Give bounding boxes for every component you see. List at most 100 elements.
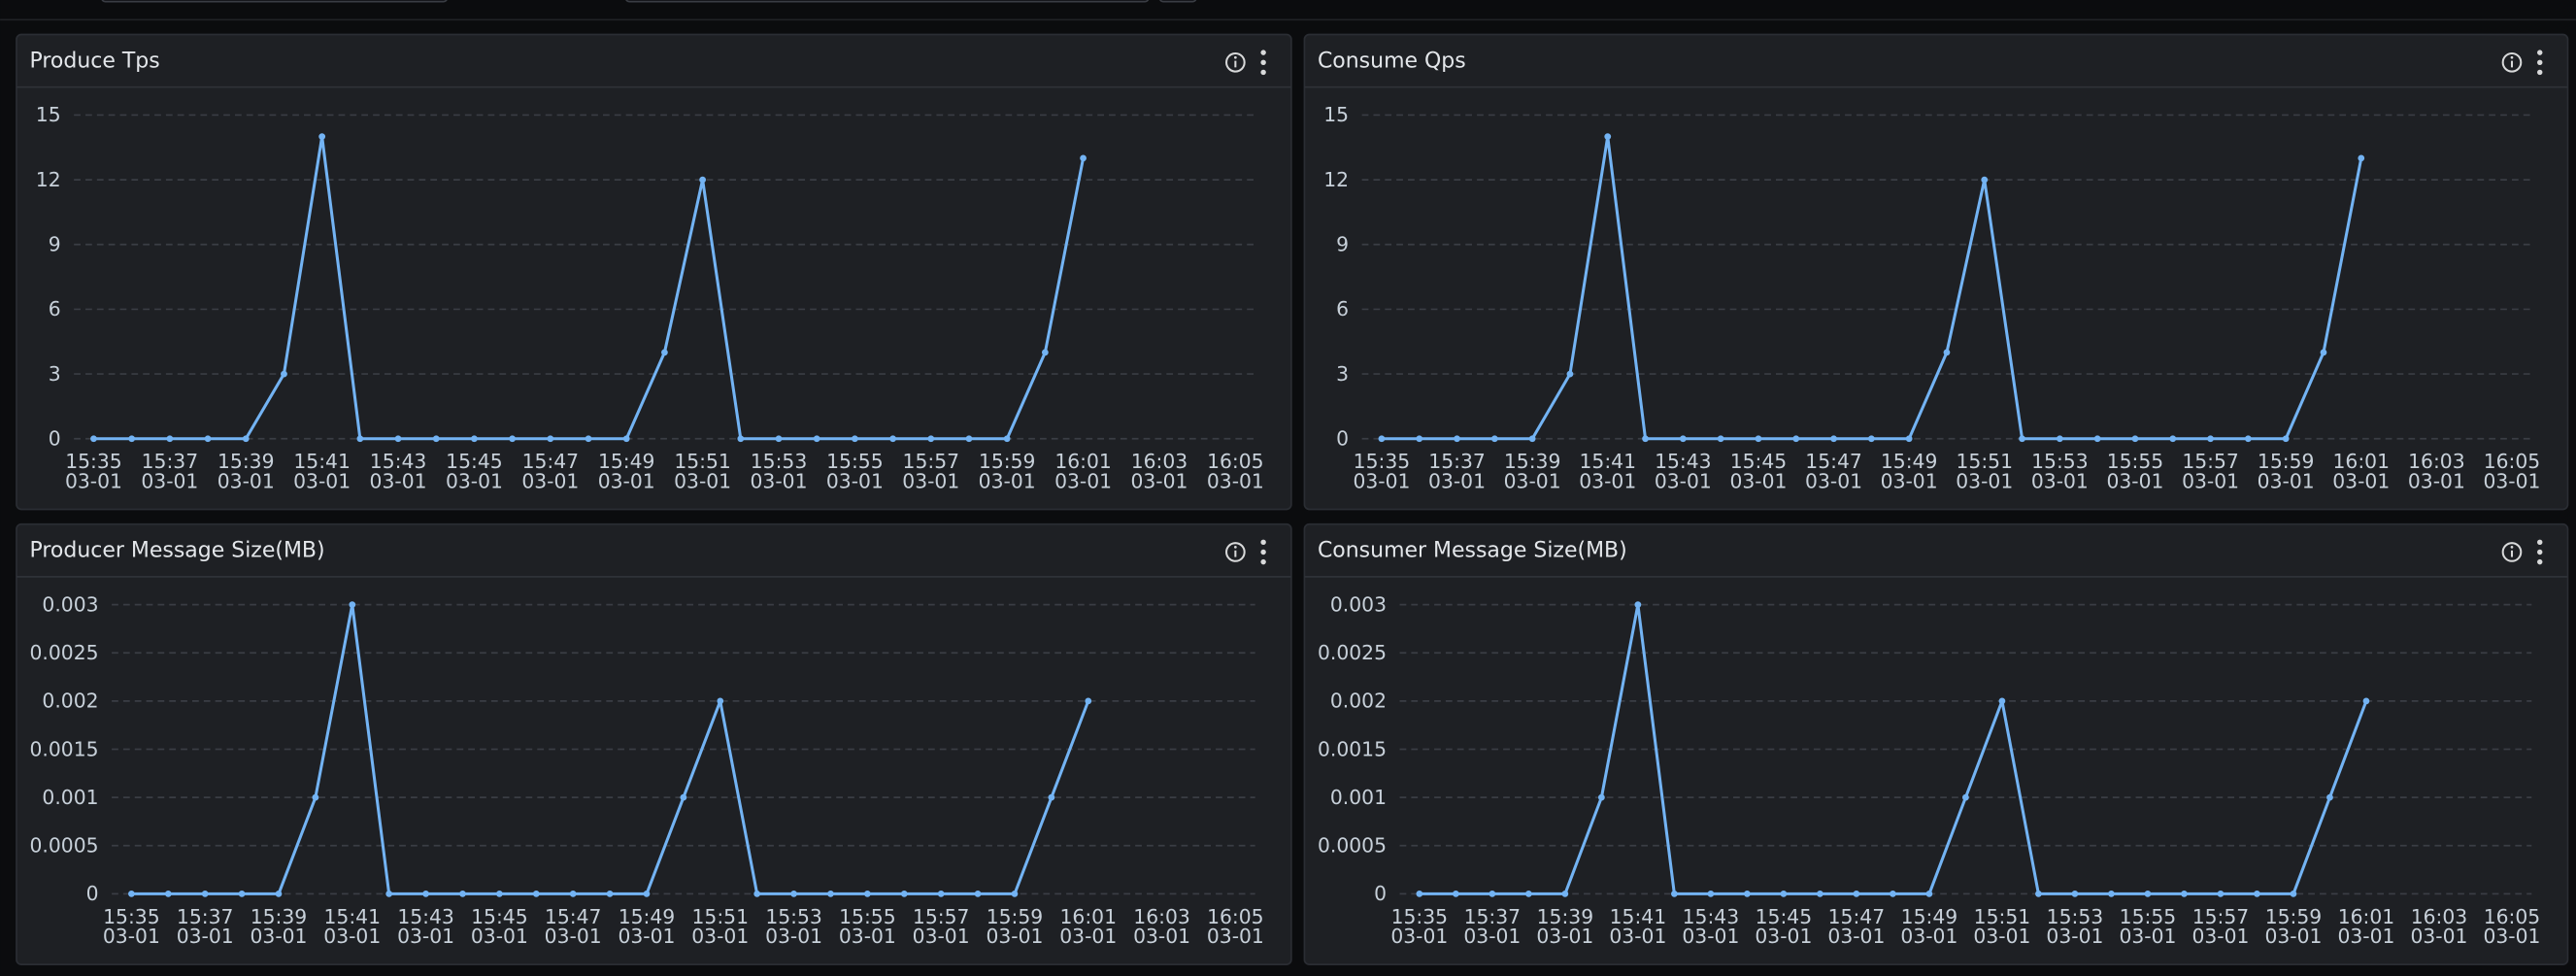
data-point bbox=[900, 891, 908, 897]
x-tick-label: 15:49 bbox=[598, 450, 654, 473]
filter-input[interactable] bbox=[625, 0, 1150, 3]
x-tick-label: 15:55 bbox=[826, 450, 884, 473]
x-tick-label: 15:39 bbox=[251, 905, 308, 928]
x-tick-label: 15:57 bbox=[903, 450, 959, 473]
menu-icon-dot[interactable] bbox=[1260, 558, 1266, 565]
y-tick-label: 3 bbox=[49, 362, 61, 386]
data-point bbox=[2056, 435, 2063, 443]
x-tick-label: 15:37 bbox=[1464, 905, 1522, 928]
data-point bbox=[2093, 435, 2101, 443]
menu-icon-dot[interactable] bbox=[2537, 539, 2543, 546]
x-tick-label: 15:59 bbox=[987, 905, 1043, 928]
panel-title: Consumer Message Size(MB) bbox=[1318, 539, 1627, 563]
menu-icon-dot[interactable] bbox=[1260, 50, 1266, 55]
menu-icon-dot[interactable] bbox=[1260, 539, 1266, 546]
x-tick-label: 15:59 bbox=[2265, 905, 2323, 928]
x-tick-date: 03-01 bbox=[913, 925, 970, 948]
data-point bbox=[164, 891, 172, 897]
x-tick-label: 15:57 bbox=[913, 905, 969, 928]
x-tick-label: 16:01 bbox=[2333, 450, 2391, 473]
info-icon[interactable] bbox=[2501, 51, 2523, 73]
info-icon-dot bbox=[1234, 55, 1237, 59]
data-point bbox=[356, 435, 364, 443]
x-tick-date: 03-01 bbox=[1755, 925, 1812, 948]
data-point bbox=[775, 435, 783, 443]
data-point bbox=[128, 435, 136, 443]
data-point bbox=[385, 891, 393, 897]
data-point bbox=[585, 435, 592, 443]
y-tick-label: 0.002 bbox=[1330, 690, 1387, 713]
x-tick-date: 03-01 bbox=[674, 470, 731, 493]
data-point bbox=[1452, 891, 1459, 897]
y-tick-label: 15 bbox=[36, 103, 61, 126]
x-tick-label: 15:51 bbox=[1974, 905, 2031, 928]
x-tick-label: 15:43 bbox=[1655, 450, 1712, 473]
x-tick-label: 15:41 bbox=[1610, 905, 1666, 928]
menu-icon-dot[interactable] bbox=[2537, 558, 2543, 565]
data-point bbox=[1998, 697, 2006, 705]
data-point bbox=[680, 793, 687, 801]
y-tick-label: 9 bbox=[1336, 233, 1349, 256]
info-icon-dot bbox=[2510, 546, 2514, 549]
x-tick-date: 03-01 bbox=[1054, 470, 1112, 493]
panel bbox=[16, 522, 1292, 966]
x-tick-date: 03-01 bbox=[1827, 925, 1885, 948]
data-point bbox=[1416, 891, 1423, 897]
y-tick-label: 0.0015 bbox=[1318, 737, 1387, 760]
menu-icon-dot[interactable] bbox=[2537, 59, 2543, 66]
x-tick-date: 03-01 bbox=[323, 925, 381, 948]
x-tick-date: 03-01 bbox=[1973, 925, 2030, 948]
menu-icon-dot[interactable] bbox=[1260, 549, 1266, 555]
data-point bbox=[2362, 697, 2370, 705]
x-tick-date: 03-01 bbox=[217, 470, 275, 493]
menu-icon-dot[interactable] bbox=[2537, 50, 2543, 55]
y-tick-label: 0.001 bbox=[1330, 786, 1387, 809]
x-tick-label: 16:05 bbox=[1207, 450, 1264, 473]
info-icon[interactable] bbox=[1225, 51, 1246, 73]
x-tick-label: 15:51 bbox=[674, 450, 730, 473]
x-tick-date: 03-01 bbox=[839, 925, 896, 948]
data-point bbox=[204, 435, 212, 443]
y-tick-label: 0 bbox=[86, 882, 99, 905]
x-tick-date: 03-01 bbox=[1682, 925, 1739, 948]
data-point bbox=[1717, 435, 1724, 443]
x-tick-label: 16:05 bbox=[2484, 905, 2541, 928]
menu-icon-dot[interactable] bbox=[1260, 59, 1266, 66]
x-tick-label: 15:45 bbox=[1756, 905, 1813, 928]
data-point bbox=[1003, 435, 1011, 443]
menu-icon-dot[interactable] bbox=[2537, 549, 2543, 555]
menu-icon-dot[interactable] bbox=[1260, 69, 1266, 76]
x-tick-date: 03-01 bbox=[446, 470, 503, 493]
info-icon-dot bbox=[2510, 55, 2514, 59]
y-tick-label: 0 bbox=[49, 427, 61, 451]
x-tick-date: 03-01 bbox=[986, 925, 1043, 948]
data-point bbox=[737, 435, 745, 443]
filter-button[interactable] bbox=[1159, 0, 1197, 3]
data-point bbox=[128, 891, 135, 897]
data-point bbox=[790, 891, 797, 897]
x-tick-label: 15:53 bbox=[751, 450, 807, 473]
data-point bbox=[471, 435, 478, 443]
x-tick-date: 03-01 bbox=[979, 470, 1036, 493]
filter-input[interactable] bbox=[101, 0, 448, 3]
data-point bbox=[974, 891, 982, 897]
x-tick-label: 15:57 bbox=[2192, 905, 2250, 928]
info-icon[interactable] bbox=[2501, 542, 2523, 562]
y-tick-label: 15 bbox=[1323, 103, 1349, 126]
data-point bbox=[2144, 891, 2152, 897]
x-tick-date: 03-01 bbox=[1655, 470, 1712, 493]
x-tick-date: 03-01 bbox=[1536, 925, 1593, 948]
panel-title: Consume Qps bbox=[1318, 49, 1466, 73]
data-point bbox=[2326, 793, 2333, 801]
data-point bbox=[1566, 370, 1574, 378]
menu-icon-dot[interactable] bbox=[2537, 69, 2543, 76]
data-point bbox=[2290, 891, 2297, 897]
x-tick-label: 16:03 bbox=[2411, 905, 2468, 928]
x-tick-label: 15:53 bbox=[765, 905, 822, 928]
info-icon[interactable] bbox=[1225, 542, 1246, 562]
x-tick-date: 03-01 bbox=[2483, 925, 2540, 948]
data-point bbox=[1604, 133, 1612, 141]
data-point bbox=[2217, 891, 2225, 897]
x-tick-label: 15:39 bbox=[1504, 450, 1560, 473]
